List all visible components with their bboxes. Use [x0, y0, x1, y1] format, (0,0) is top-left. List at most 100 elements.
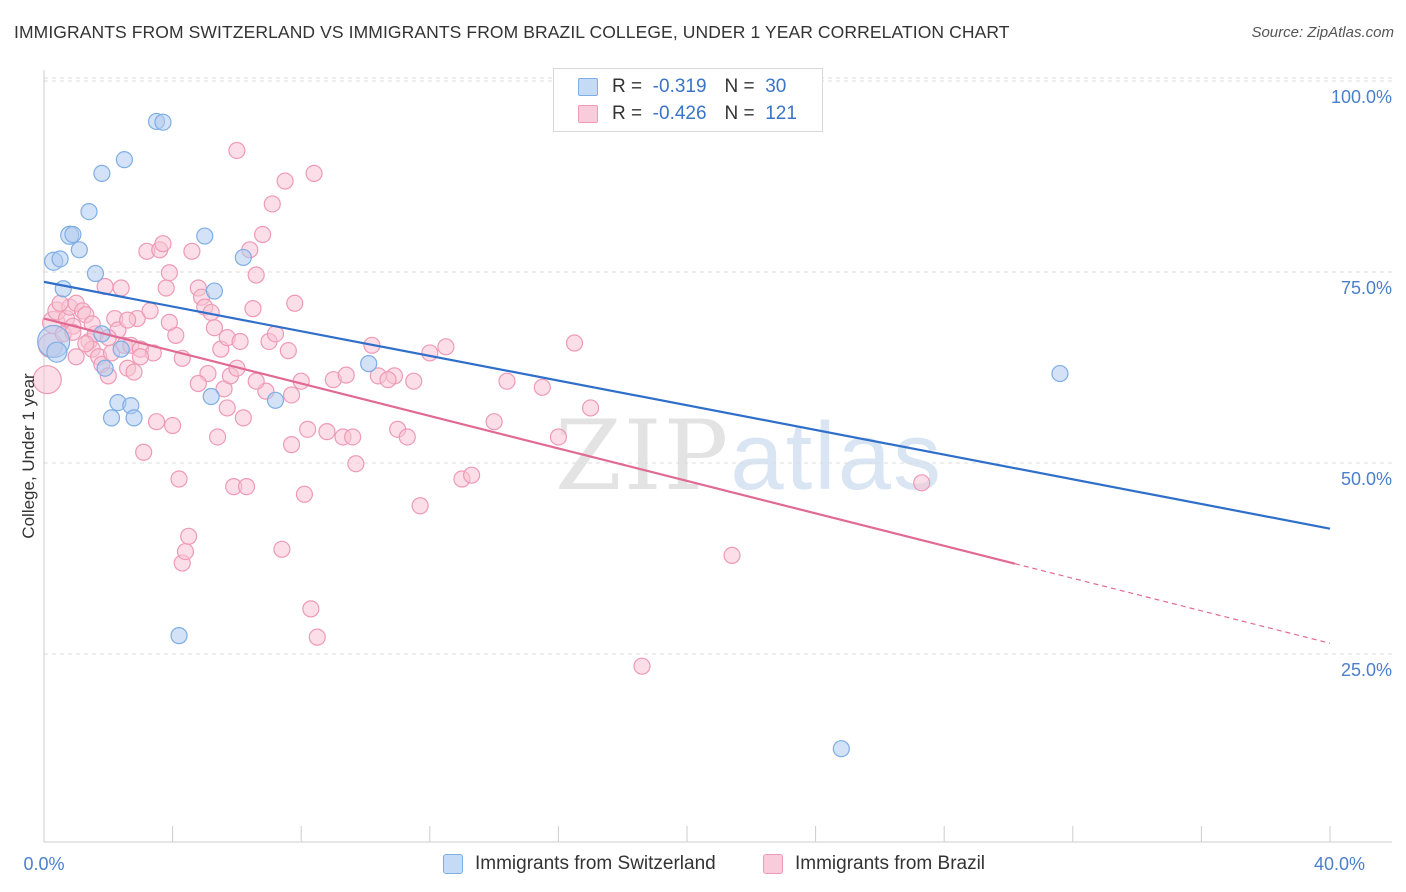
data-points: [32, 88, 1069, 758]
x-tick-label-min: 0.0%: [23, 854, 64, 874]
switzerland-point: [234, 248, 252, 267]
switzerland-point: [832, 740, 850, 758]
brazil-point: [411, 497, 429, 515]
brazil-point: [205, 319, 223, 337]
brazil-point: [276, 172, 294, 190]
brazil-point: [299, 420, 317, 438]
y-axis-title: College, Under 1 year: [19, 373, 38, 539]
brazil-point: [273, 540, 291, 558]
brazil-point: [135, 443, 153, 461]
switzerland-point: [205, 282, 223, 300]
brazil-point: [485, 413, 503, 431]
brazil-point: [125, 363, 143, 381]
gridlines: [44, 77, 1392, 655]
brazil-point: [160, 264, 178, 282]
legend-n-value: 30: [765, 76, 787, 97]
brazil-point: [189, 374, 207, 393]
brazil-point: [118, 311, 137, 329]
brazil-point: [244, 300, 262, 318]
brazil-point: [581, 399, 600, 417]
switzerland-point: [96, 359, 114, 377]
switzerland-point: [202, 387, 220, 406]
y-tick-label: 100.0%: [1331, 87, 1392, 107]
brazil-swatch: [578, 105, 598, 123]
brazil-point: [160, 313, 178, 331]
x-tick-label-max: 40.0%: [1314, 854, 1365, 874]
switzerland-point: [266, 391, 285, 409]
legend-n-value: 121: [765, 103, 797, 124]
brazil-point: [344, 428, 362, 446]
brazil-point: [305, 164, 323, 182]
switzerland-point: [93, 164, 111, 182]
brazil-legend-swatch: [763, 854, 783, 874]
y-tick-label: 75.0%: [1341, 278, 1392, 298]
legend-r-label: R =: [612, 76, 643, 97]
legend-r-value: -0.426: [652, 103, 707, 124]
brazil-point: [633, 657, 651, 675]
brazil-point: [180, 527, 198, 545]
brazil-point: [295, 485, 314, 503]
brazil-point: [247, 372, 265, 390]
trend-lines: [43, 280, 1331, 644]
brazil-point: [302, 600, 320, 618]
correlation-legend: R = -0.319 N = 30 R = -0.426 N = 121: [553, 68, 823, 132]
legend-n-label: N =: [724, 76, 755, 97]
switzerland-swatch: [578, 78, 598, 96]
brazil-point: [405, 372, 423, 390]
brazil-point: [67, 348, 85, 366]
brazil-point: [231, 332, 249, 351]
switzerland-point: [196, 227, 214, 245]
brazil-point: [154, 235, 172, 253]
switzerland-point: [115, 151, 133, 169]
brazil-point: [32, 365, 62, 395]
switzerland-point: [64, 225, 82, 244]
switzerland-trend-line: [43, 280, 1331, 530]
switzerland-legend-label: Immigrants from Switzerland: [475, 853, 716, 874]
brazil-point: [318, 423, 336, 441]
brazil-point: [533, 378, 551, 396]
brazil-point: [462, 466, 481, 484]
brazil-point: [379, 371, 397, 389]
y-tick-label: 50.0%: [1341, 469, 1392, 489]
switzerland-point: [54, 280, 72, 298]
brazil-point: [337, 366, 355, 384]
brazil-point: [308, 628, 326, 646]
legend-r-value: -0.319: [652, 76, 707, 97]
brazil-trend-line: [43, 317, 1016, 565]
switzerland-point: [86, 264, 105, 283]
brazil-point: [421, 344, 439, 362]
brazil-point: [157, 279, 175, 297]
brazil-point: [51, 294, 69, 312]
source-credit: Source: ZipAtlas.com: [1251, 24, 1394, 41]
chart-title: IMMIGRANTS FROM SWITZERLAND VS IMMIGRANT…: [14, 22, 1010, 42]
switzerland-point: [125, 409, 143, 427]
brazil-point: [263, 195, 281, 213]
brazil-point: [247, 266, 265, 284]
brazil-point: [282, 386, 301, 404]
brazil-point: [565, 334, 584, 352]
brazil-point: [237, 478, 256, 496]
brazil-point: [437, 338, 455, 356]
legend-row-brazil: R = -0.426 N = 121: [578, 101, 797, 127]
brazil-point: [176, 542, 195, 561]
brazil-point: [723, 546, 741, 565]
brazil-point: [77, 335, 95, 353]
brazil-point: [254, 225, 272, 244]
brazil-point: [112, 279, 130, 297]
bottom-legend-switzerland: Immigrants from Switzerland: [443, 851, 716, 877]
brazil-legend-label: Immigrants from Brazil: [795, 853, 986, 874]
brazil-point: [147, 413, 166, 431]
brazil-point: [286, 294, 304, 312]
bottom-legend-brazil: Immigrants from Brazil: [763, 851, 985, 877]
brazil-point: [398, 428, 416, 446]
switzerland-point: [80, 203, 98, 221]
brazil-point: [234, 409, 252, 427]
brazil-point: [228, 141, 246, 160]
y-tick-label: 25.0%: [1341, 660, 1392, 680]
brazil-point: [282, 436, 301, 454]
brazil-point: [141, 302, 159, 320]
switzerland-point: [360, 355, 378, 373]
brazil-point: [164, 416, 182, 435]
brazil-point: [279, 342, 297, 360]
